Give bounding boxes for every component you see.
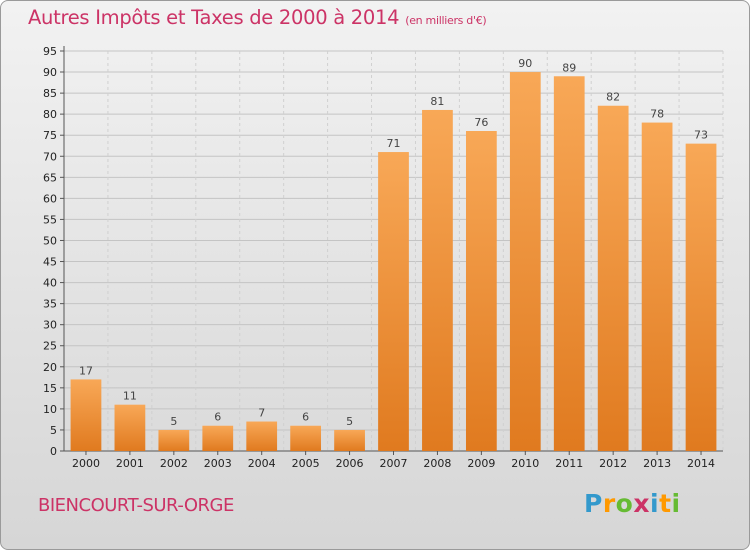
- y-tick-label: 5: [50, 424, 57, 437]
- y-tick-label: 45: [43, 256, 57, 269]
- data-label: 71: [387, 137, 401, 150]
- logo-letter: o: [615, 489, 634, 518]
- y-tick-label: 15: [43, 382, 57, 395]
- y-tick-label: 35: [43, 298, 57, 311]
- data-label: 81: [430, 95, 444, 108]
- x-tick-label: 2000: [72, 457, 100, 470]
- logo-letter: i: [671, 489, 681, 518]
- data-label: 6: [302, 411, 309, 424]
- bar: [114, 404, 146, 451]
- bar: [378, 152, 409, 452]
- y-tick-label: 70: [43, 150, 57, 163]
- axes: 0510152025303540455055606570758085909520…: [43, 45, 723, 470]
- bar: [509, 72, 541, 451]
- logo-letter: i: [650, 489, 660, 518]
- data-label: 78: [650, 108, 664, 121]
- data-label: 73: [694, 129, 708, 142]
- bar: [641, 122, 673, 451]
- y-tick-label: 40: [43, 277, 57, 290]
- logo-letter: P: [584, 489, 603, 518]
- logo-letter: r: [602, 489, 616, 518]
- chart-title-text: Autres Impôts et Taxes de 2000 à 2014: [28, 6, 400, 29]
- y-tick-label: 65: [43, 171, 57, 184]
- proxiti-logo[interactable]: Proxiti: [584, 489, 681, 518]
- y-tick-label: 60: [43, 192, 57, 205]
- bar: [685, 143, 717, 451]
- bar: [290, 425, 322, 451]
- chart-title: Autres Impôts et Taxes de 2000 à 2014 (en…: [28, 6, 487, 29]
- bars: [70, 72, 717, 452]
- x-tick-label: 2008: [423, 457, 451, 470]
- x-tick-label: 2009: [467, 457, 495, 470]
- bar: [422, 109, 453, 452]
- bar: [158, 429, 190, 451]
- bar: [597, 105, 629, 451]
- data-label: 7: [258, 407, 265, 420]
- bar: [465, 131, 497, 451]
- x-tick-label: 2014: [687, 457, 715, 470]
- data-label: 90: [518, 57, 532, 70]
- data-label: 5: [346, 415, 353, 428]
- bar: [202, 425, 234, 451]
- x-tick-label: 2012: [599, 457, 627, 470]
- bar: [553, 76, 585, 452]
- y-tick-label: 80: [43, 108, 57, 121]
- data-label: 76: [474, 116, 488, 129]
- data-label: 11: [123, 390, 137, 403]
- y-tick-label: 85: [43, 87, 57, 100]
- data-label: 17: [79, 364, 93, 377]
- x-tick-label: 2004: [248, 457, 276, 470]
- bar: [70, 379, 102, 451]
- y-tick-label: 10: [43, 403, 57, 416]
- x-tick-label: 2003: [204, 457, 232, 470]
- commune-name: BIENCOURT-SUR-ORGE: [38, 495, 234, 516]
- y-tick-label: 55: [43, 213, 57, 226]
- y-tick-label: 20: [43, 361, 57, 374]
- logo-letter: x: [633, 489, 650, 518]
- x-tick-label: 2002: [160, 457, 188, 470]
- bar: [246, 421, 278, 451]
- data-label: 82: [606, 91, 620, 104]
- chart-subtitle: (en milliers d'€): [405, 14, 487, 27]
- data-label: 5: [170, 415, 177, 428]
- y-tick-label: 25: [43, 340, 57, 353]
- y-tick-label: 50: [43, 234, 57, 247]
- y-tick-label: 30: [43, 319, 57, 332]
- x-tick-label: 2010: [511, 457, 539, 470]
- x-tick-label: 2013: [643, 457, 671, 470]
- logo-letter: t: [659, 489, 672, 518]
- bar: [334, 429, 365, 451]
- x-tick-label: 2005: [292, 457, 320, 470]
- x-tick-label: 2007: [380, 457, 408, 470]
- data-label: 6: [214, 411, 221, 424]
- y-tick-label: 95: [43, 45, 57, 58]
- y-tick-label: 75: [43, 129, 57, 142]
- data-label: 89: [562, 61, 576, 74]
- x-tick-label: 2006: [336, 457, 364, 470]
- x-tick-label: 2011: [555, 457, 583, 470]
- y-tick-label: 0: [50, 445, 57, 458]
- y-tick-label: 90: [43, 66, 57, 79]
- x-tick-label: 2001: [116, 457, 144, 470]
